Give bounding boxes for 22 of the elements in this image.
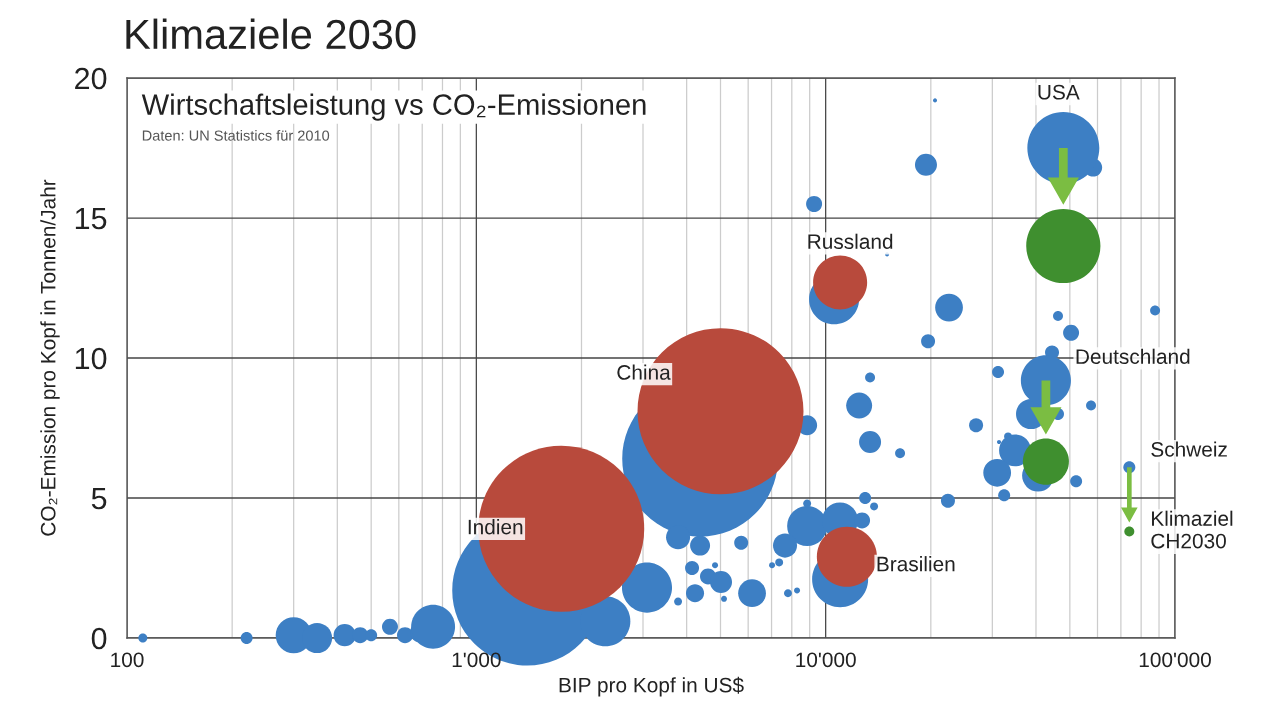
annotation: China: [617, 364, 671, 380]
x-tick-label: 1'000: [452, 652, 501, 668]
x-axis-title: BIP pro Kopf in US$: [559, 676, 744, 697]
chart-title: Klimaziele 2030: [126, 18, 416, 50]
annotation: Schweiz: [1151, 441, 1227, 457]
x-tick-label: 10'000: [796, 652, 856, 668]
annotation: Indien: [468, 519, 523, 535]
annotation: Deutschland: [1076, 348, 1190, 364]
annotation: Daten: UN Statistics für 2010: [142, 130, 330, 141]
y-tick-label: 20: [75, 67, 107, 90]
y-tick-label: 15: [75, 208, 107, 230]
annotation: Brasilien: [877, 556, 955, 572]
annotation: USA: [1038, 84, 1080, 100]
chart-subtitle: Wirtschaftsleistung vs CO₂-Emissionen: [141, 93, 646, 121]
y-axis-title: CO₂-Emission pro Kopf in Tonnen/Jahr: [40, 179, 60, 536]
annotation: Klimaziel CH2030: [1151, 510, 1233, 549]
annotation: Russland: [808, 233, 893, 249]
y-tick-label: 5: [91, 488, 107, 510]
y-tick-label: 0: [91, 627, 107, 650]
x-tick-label: 100'000: [1139, 652, 1211, 668]
x-tick-label: 100: [111, 652, 144, 668]
y-tick-label: 10: [75, 347, 107, 370]
